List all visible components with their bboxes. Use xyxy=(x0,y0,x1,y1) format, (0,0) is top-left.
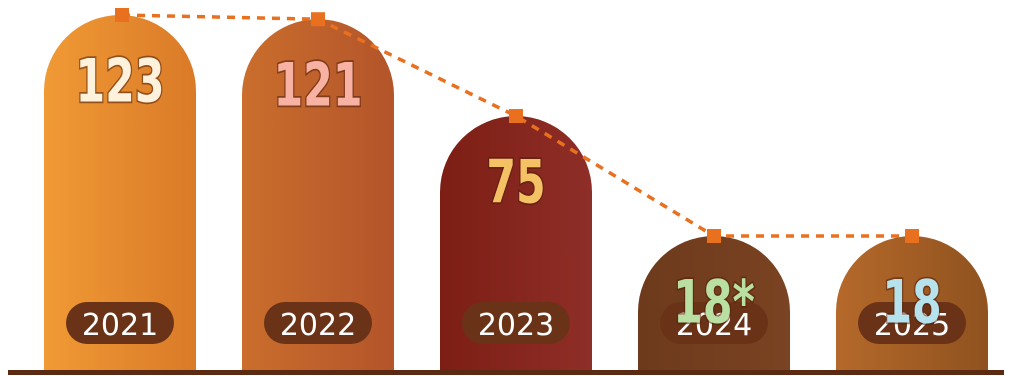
year-label-2025: 2025 xyxy=(874,308,950,343)
trend-marker-2021 xyxy=(115,8,129,22)
value-label-2024: 18* xyxy=(673,268,755,337)
trend-marker-2025 xyxy=(905,229,919,243)
bar-2021 xyxy=(44,15,196,372)
value-label-2021: 123 xyxy=(76,47,165,116)
trend-marker-2024 xyxy=(707,229,721,243)
trend-marker-2022 xyxy=(311,12,325,27)
year-pill-2021 xyxy=(66,302,174,344)
year-label-2021: 2021 xyxy=(82,308,158,343)
baseline xyxy=(8,370,1004,375)
value-label-2025: 18 xyxy=(882,268,941,337)
year-pill-2023 xyxy=(462,302,570,344)
bar-2022 xyxy=(242,19,394,372)
value-label-2023: 75 xyxy=(486,148,545,217)
year-pill-2024 xyxy=(660,302,768,344)
value-label-2022: 121 xyxy=(274,52,363,121)
trend-line-group xyxy=(115,8,919,243)
year-label-2024: 2024 xyxy=(676,308,752,343)
year-label-2023: 2023 xyxy=(478,308,554,343)
year-pill-2022 xyxy=(264,302,372,344)
trend-marker-2023 xyxy=(509,109,523,124)
year-pill-2025 xyxy=(858,302,966,344)
year-label-2022: 2022 xyxy=(280,308,356,343)
